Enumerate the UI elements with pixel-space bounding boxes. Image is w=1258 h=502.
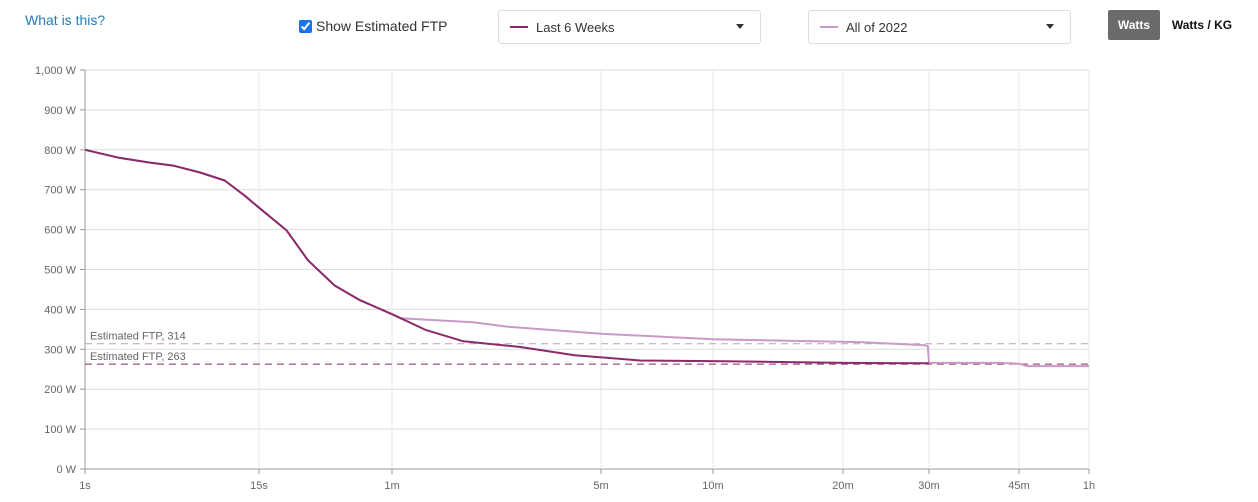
ftp-label: Estimated FTP, 263 <box>90 351 186 363</box>
show-ftp-toggle[interactable]: Show Estimated FTP <box>299 18 448 34</box>
y-tick-label: 700 W <box>44 185 76 197</box>
what-is-this-link[interactable]: What is this? <box>25 12 106 28</box>
range1-dropdown[interactable]: Last 6 Weeks <box>498 10 761 44</box>
x-tick-label: 15s <box>250 480 268 492</box>
x-tick-label: 30m <box>918 480 939 492</box>
range1-swatch <box>510 26 528 28</box>
show-ftp-checkbox[interactable] <box>299 19 312 33</box>
y-tick-label: 0 W <box>56 464 76 476</box>
y-tick-label: 200 W <box>44 384 76 396</box>
y-tick-label: 1,000 W <box>35 65 77 77</box>
range2-dropdown[interactable]: All of 2022 <box>808 10 1071 44</box>
x-tick-label: 1s <box>79 480 91 492</box>
series-line-last-6-weeks <box>84 148 930 365</box>
x-tick-label: 45m <box>1008 480 1029 492</box>
caret-down-icon <box>736 24 744 29</box>
x-tick-label: 1h <box>1083 480 1095 492</box>
series-line-all-of-2022 <box>84 148 1089 368</box>
range2-label: All of 2022 <box>846 19 908 35</box>
x-tick-label: 20m <box>832 480 853 492</box>
units-watts-button[interactable]: Watts <box>1108 10 1160 40</box>
y-tick-label: 900 W <box>44 105 76 117</box>
y-tick-label: 400 W <box>44 304 76 316</box>
caret-down-icon <box>1046 24 1054 29</box>
y-tick-label: 600 W <box>44 225 76 237</box>
x-tick-label: 10m <box>702 480 723 492</box>
show-ftp-label: Show Estimated FTP <box>316 18 448 34</box>
y-tick-label: 100 W <box>44 424 76 436</box>
y-tick-label: 800 W <box>44 145 76 157</box>
units-watts-kg-button[interactable]: Watts / KG <box>1171 18 1233 32</box>
ftp-label: Estimated FTP, 314 <box>90 331 186 343</box>
y-tick-label: 300 W <box>44 344 76 356</box>
range1-label: Last 6 Weeks <box>536 19 615 35</box>
range2-swatch <box>820 26 838 28</box>
x-tick-label: 1m <box>384 480 399 492</box>
x-tick-label: 5m <box>593 480 608 492</box>
y-tick-label: 500 W <box>44 265 76 277</box>
